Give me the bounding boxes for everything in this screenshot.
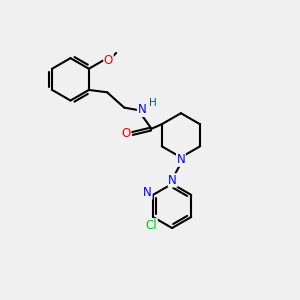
- Text: N: N: [168, 174, 177, 187]
- Text: Cl: Cl: [146, 219, 157, 232]
- Text: O: O: [104, 54, 113, 67]
- Text: N: N: [137, 103, 146, 116]
- Text: O: O: [121, 127, 130, 140]
- Text: N: N: [143, 186, 152, 199]
- Text: N: N: [176, 153, 185, 166]
- Text: H: H: [149, 98, 157, 109]
